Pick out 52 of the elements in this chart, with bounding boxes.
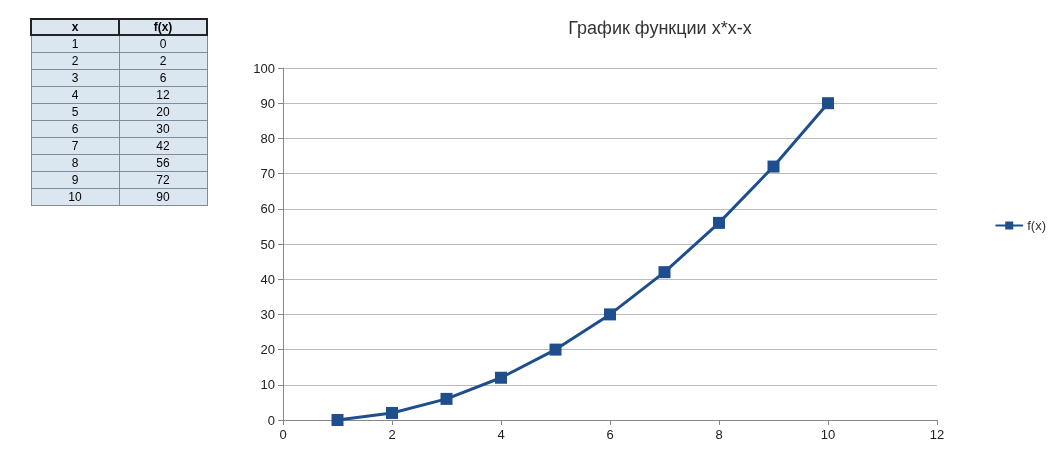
y-tick-label: 10 bbox=[260, 377, 275, 393]
y-tick-label: 0 bbox=[267, 412, 275, 428]
y-tick-label: 80 bbox=[260, 130, 275, 146]
legend-label: f(x) bbox=[1027, 218, 1047, 233]
text: 9 bbox=[31, 171, 119, 189]
text: 56 bbox=[119, 154, 207, 172]
point bbox=[713, 216, 725, 229]
y-tick-label: 90 bbox=[260, 95, 275, 111]
y-tick-label: 70 bbox=[260, 166, 275, 182]
text: 2 bbox=[31, 52, 119, 70]
chart-title: График функции x*x-x bbox=[568, 18, 752, 38]
text: 12 bbox=[119, 86, 207, 104]
y-tick-label: 50 bbox=[260, 236, 275, 252]
point bbox=[495, 371, 507, 384]
x-tick-label: 2 bbox=[388, 427, 396, 442]
text: 42 bbox=[119, 137, 207, 155]
text: 7 bbox=[31, 137, 119, 155]
text: 90 bbox=[119, 188, 207, 206]
point bbox=[767, 160, 780, 173]
point bbox=[440, 392, 453, 405]
y-tick-label: 40 bbox=[260, 271, 275, 287]
text: f(x) bbox=[119, 19, 207, 35]
text: x bbox=[31, 19, 119, 35]
x-tick-label: 6 bbox=[606, 427, 614, 442]
x-tick-label: 4 bbox=[497, 427, 505, 442]
point bbox=[604, 308, 616, 321]
text: 5 bbox=[31, 103, 119, 121]
text: 72 bbox=[119, 171, 207, 189]
text: 20 bbox=[119, 103, 207, 121]
y-tick-label: 100 bbox=[253, 60, 275, 76]
point bbox=[549, 343, 562, 356]
y-tick-label: 20 bbox=[260, 342, 275, 358]
text: 6 bbox=[119, 69, 207, 87]
y-tick-label: 30 bbox=[260, 306, 275, 322]
point bbox=[331, 414, 344, 426]
text: 10 bbox=[31, 188, 119, 206]
x-tick-label: 0 bbox=[279, 427, 287, 442]
point bbox=[658, 266, 671, 279]
point bbox=[822, 97, 834, 110]
text: 0 bbox=[119, 35, 207, 53]
text: 4 bbox=[31, 86, 119, 104]
x-tick-label: 8 bbox=[715, 427, 723, 442]
text: 3 bbox=[31, 69, 119, 87]
text: 1 bbox=[31, 35, 119, 53]
text: 30 bbox=[119, 120, 207, 138]
y-tick-label: 60 bbox=[260, 201, 275, 217]
point bbox=[386, 406, 398, 419]
text: 8 bbox=[31, 154, 119, 172]
text: 6 bbox=[31, 120, 119, 138]
x-tick-label: 12 bbox=[929, 427, 945, 442]
x-tick-label: 10 bbox=[820, 427, 836, 442]
text: 2 bbox=[119, 52, 207, 70]
